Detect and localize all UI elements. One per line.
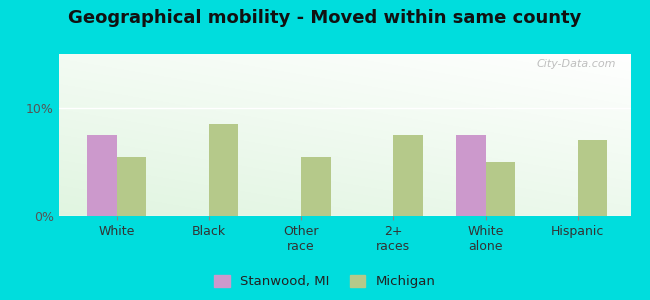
Bar bbox=[486, 162, 515, 216]
Bar bbox=[578, 140, 608, 216]
Bar bbox=[87, 135, 116, 216]
Text: Geographical mobility - Moved within same county: Geographical mobility - Moved within sam… bbox=[68, 9, 582, 27]
Legend: Stanwood, MI, Michigan: Stanwood, MI, Michigan bbox=[209, 269, 441, 293]
Bar bbox=[116, 157, 146, 216]
Bar bbox=[456, 135, 486, 216]
Bar bbox=[209, 124, 239, 216]
Text: City-Data.com: City-Data.com bbox=[537, 59, 616, 69]
Bar bbox=[301, 157, 331, 216]
Bar bbox=[393, 135, 423, 216]
